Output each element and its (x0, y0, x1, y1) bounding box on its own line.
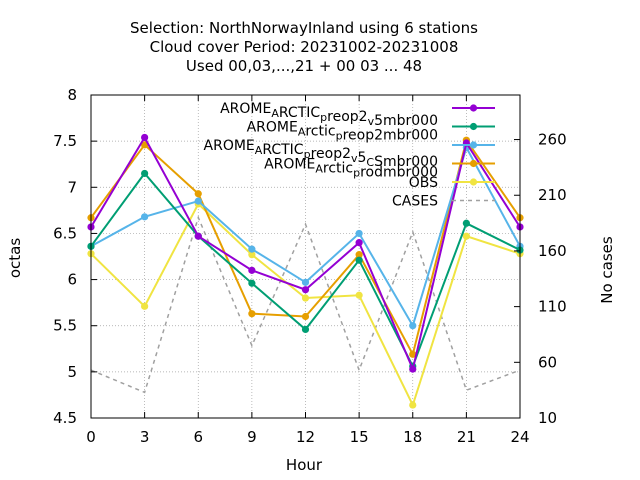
y2-tick-label: 160 (538, 242, 567, 260)
legend-item-2: AROMEArcticpreop2mbr000 (247, 120, 495, 144)
series-3-point (301, 278, 310, 286)
legend-swatch-point (469, 178, 478, 186)
series-3-point (194, 197, 202, 205)
legend-label: AROMEARCTICpreop2v5CSmbr000 (204, 138, 438, 170)
x-tick-label: 6 (193, 428, 203, 446)
series-4-point (141, 141, 149, 149)
series-3-point (141, 213, 149, 221)
series-1-point (301, 286, 310, 294)
series-1-point (409, 365, 417, 373)
series-2-point (301, 325, 310, 334)
y2-tick-label: 260 (538, 131, 567, 149)
x-tick-label: 3 (140, 428, 150, 446)
series-1-point (141, 133, 149, 142)
legend-label: AROMEArcticpreop2mbr000 (247, 120, 438, 144)
y-tick-label: 4.5 (53, 409, 77, 427)
series-5-point (409, 401, 417, 409)
ticks: 0 3 6 9 12 15 18 21 24 4.5 5 5.5 6 6.5 7 7.5 8 10 60 110 160… (53, 86, 567, 446)
series-5-point (355, 291, 363, 299)
title-line-1: Selection: NorthNorwayInland using 6 sta… (130, 19, 478, 37)
series-2-point (141, 169, 149, 178)
x-tick-label: 21 (457, 428, 476, 446)
series-1-point (355, 239, 363, 247)
legend-item-4: AROMEArcticprodmbr000 (264, 157, 495, 181)
y2-tick-label: 110 (538, 298, 567, 316)
series-5 (87, 200, 524, 409)
x-tick-label: 15 (350, 428, 369, 446)
y-tick-label: 5.5 (53, 317, 77, 335)
x-tick-label: 9 (247, 428, 257, 446)
series-4-point (248, 310, 256, 318)
series-layer (87, 133, 524, 409)
x-tick-label: 18 (403, 428, 422, 446)
series-1-point (248, 266, 256, 274)
legend-label: AROMEArcticprodmbr000 (264, 157, 438, 181)
legend-swatch-point (469, 141, 478, 149)
series-4-point (355, 251, 363, 259)
grid (91, 95, 520, 418)
series-6-line (90, 215, 521, 394)
series-4-point (409, 350, 417, 358)
legend-item-3: AROMEARCTICpreop2v5CSmbr000 (204, 138, 495, 170)
series-1-point (194, 232, 202, 240)
series-6 (90, 215, 521, 394)
legend-label: CASES (392, 194, 438, 210)
series-2-point (355, 256, 363, 264)
legend-item-1: AROMEARCTICpreop2v5mbr000 (220, 101, 495, 129)
x-tick-label: 12 (296, 428, 315, 446)
title-line-2: Cloud cover Period: 20231002-20231008 (150, 38, 459, 56)
y2-axis-label: No cases (598, 236, 616, 304)
legend-swatch-point (469, 122, 478, 131)
title-line-3: Used 00,03,...,21 + 00 03 ... 48 (186, 57, 422, 75)
chart-title: Selection: NorthNorwayInland using 6 sta… (130, 19, 478, 75)
legend-label: OBS (409, 175, 438, 191)
legend-swatch-point (469, 159, 478, 168)
legend-item-6: CASES (392, 194, 495, 210)
legend-item-5: OBS (409, 175, 495, 191)
y-tick-label: 7 (67, 178, 77, 196)
series-3-point (248, 245, 256, 253)
series-4-point (194, 190, 202, 198)
y-tick-label: 8 (67, 86, 77, 104)
y-tick-label: 6.5 (53, 224, 77, 242)
series-3-point (409, 322, 417, 330)
x-tick-label: 0 (86, 428, 96, 446)
x-axis-label: Hour (286, 456, 323, 474)
y-tick-label: 7.5 (53, 132, 77, 150)
y-tick-label: 5 (67, 363, 77, 381)
series-2-point (248, 279, 256, 287)
y2-tick-label: 10 (538, 409, 557, 427)
series-1 (87, 133, 524, 373)
legend-label: AROMEARCTICpreop2v5mbr000 (220, 101, 438, 129)
series-5-point (248, 251, 256, 259)
x-tick-label: 24 (510, 428, 529, 446)
y-tick-label: 6 (67, 271, 77, 289)
y-axis-label: octas (6, 238, 24, 278)
series-4-point (301, 312, 310, 321)
series-5-point (301, 294, 310, 302)
series-5-point (141, 302, 149, 310)
series-4 (87, 136, 524, 358)
series-2-point (462, 219, 470, 227)
legend: AROMEARCTICpreop2v5mbr000AROMEArcticpreo… (204, 101, 495, 210)
legend-swatch-point (469, 104, 478, 112)
y2-tick-label: 210 (538, 186, 567, 204)
y2-tick-label: 60 (538, 353, 557, 371)
series-5-point (462, 232, 470, 240)
series-3-point (355, 229, 363, 238)
